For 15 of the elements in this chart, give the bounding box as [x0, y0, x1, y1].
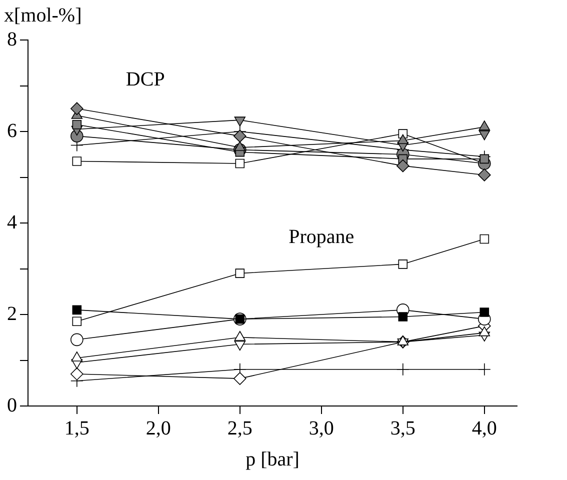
x-axis-title: p [bar]	[246, 448, 300, 470]
x-tick-label: 1,5	[64, 417, 90, 440]
y-tick-label: 6	[7, 120, 17, 142]
x-tick-label: 2,5	[227, 417, 252, 440]
y-tick-label: 0	[7, 394, 17, 416]
x-tick-label: 3,0	[308, 417, 334, 440]
x-tick-label: 4,0	[472, 417, 497, 440]
x-tick-label: 2,0	[146, 417, 171, 440]
y-tick-label: 2	[7, 302, 17, 325]
annotation: Propane	[288, 226, 354, 248]
y-axis-title: x[mol-%]	[4, 4, 82, 26]
annotation: DCP	[126, 68, 165, 91]
y-tick-label: 4	[7, 211, 17, 234]
y-tick-label: 8	[7, 28, 17, 50]
x-tick-label: 3,5	[390, 417, 416, 440]
